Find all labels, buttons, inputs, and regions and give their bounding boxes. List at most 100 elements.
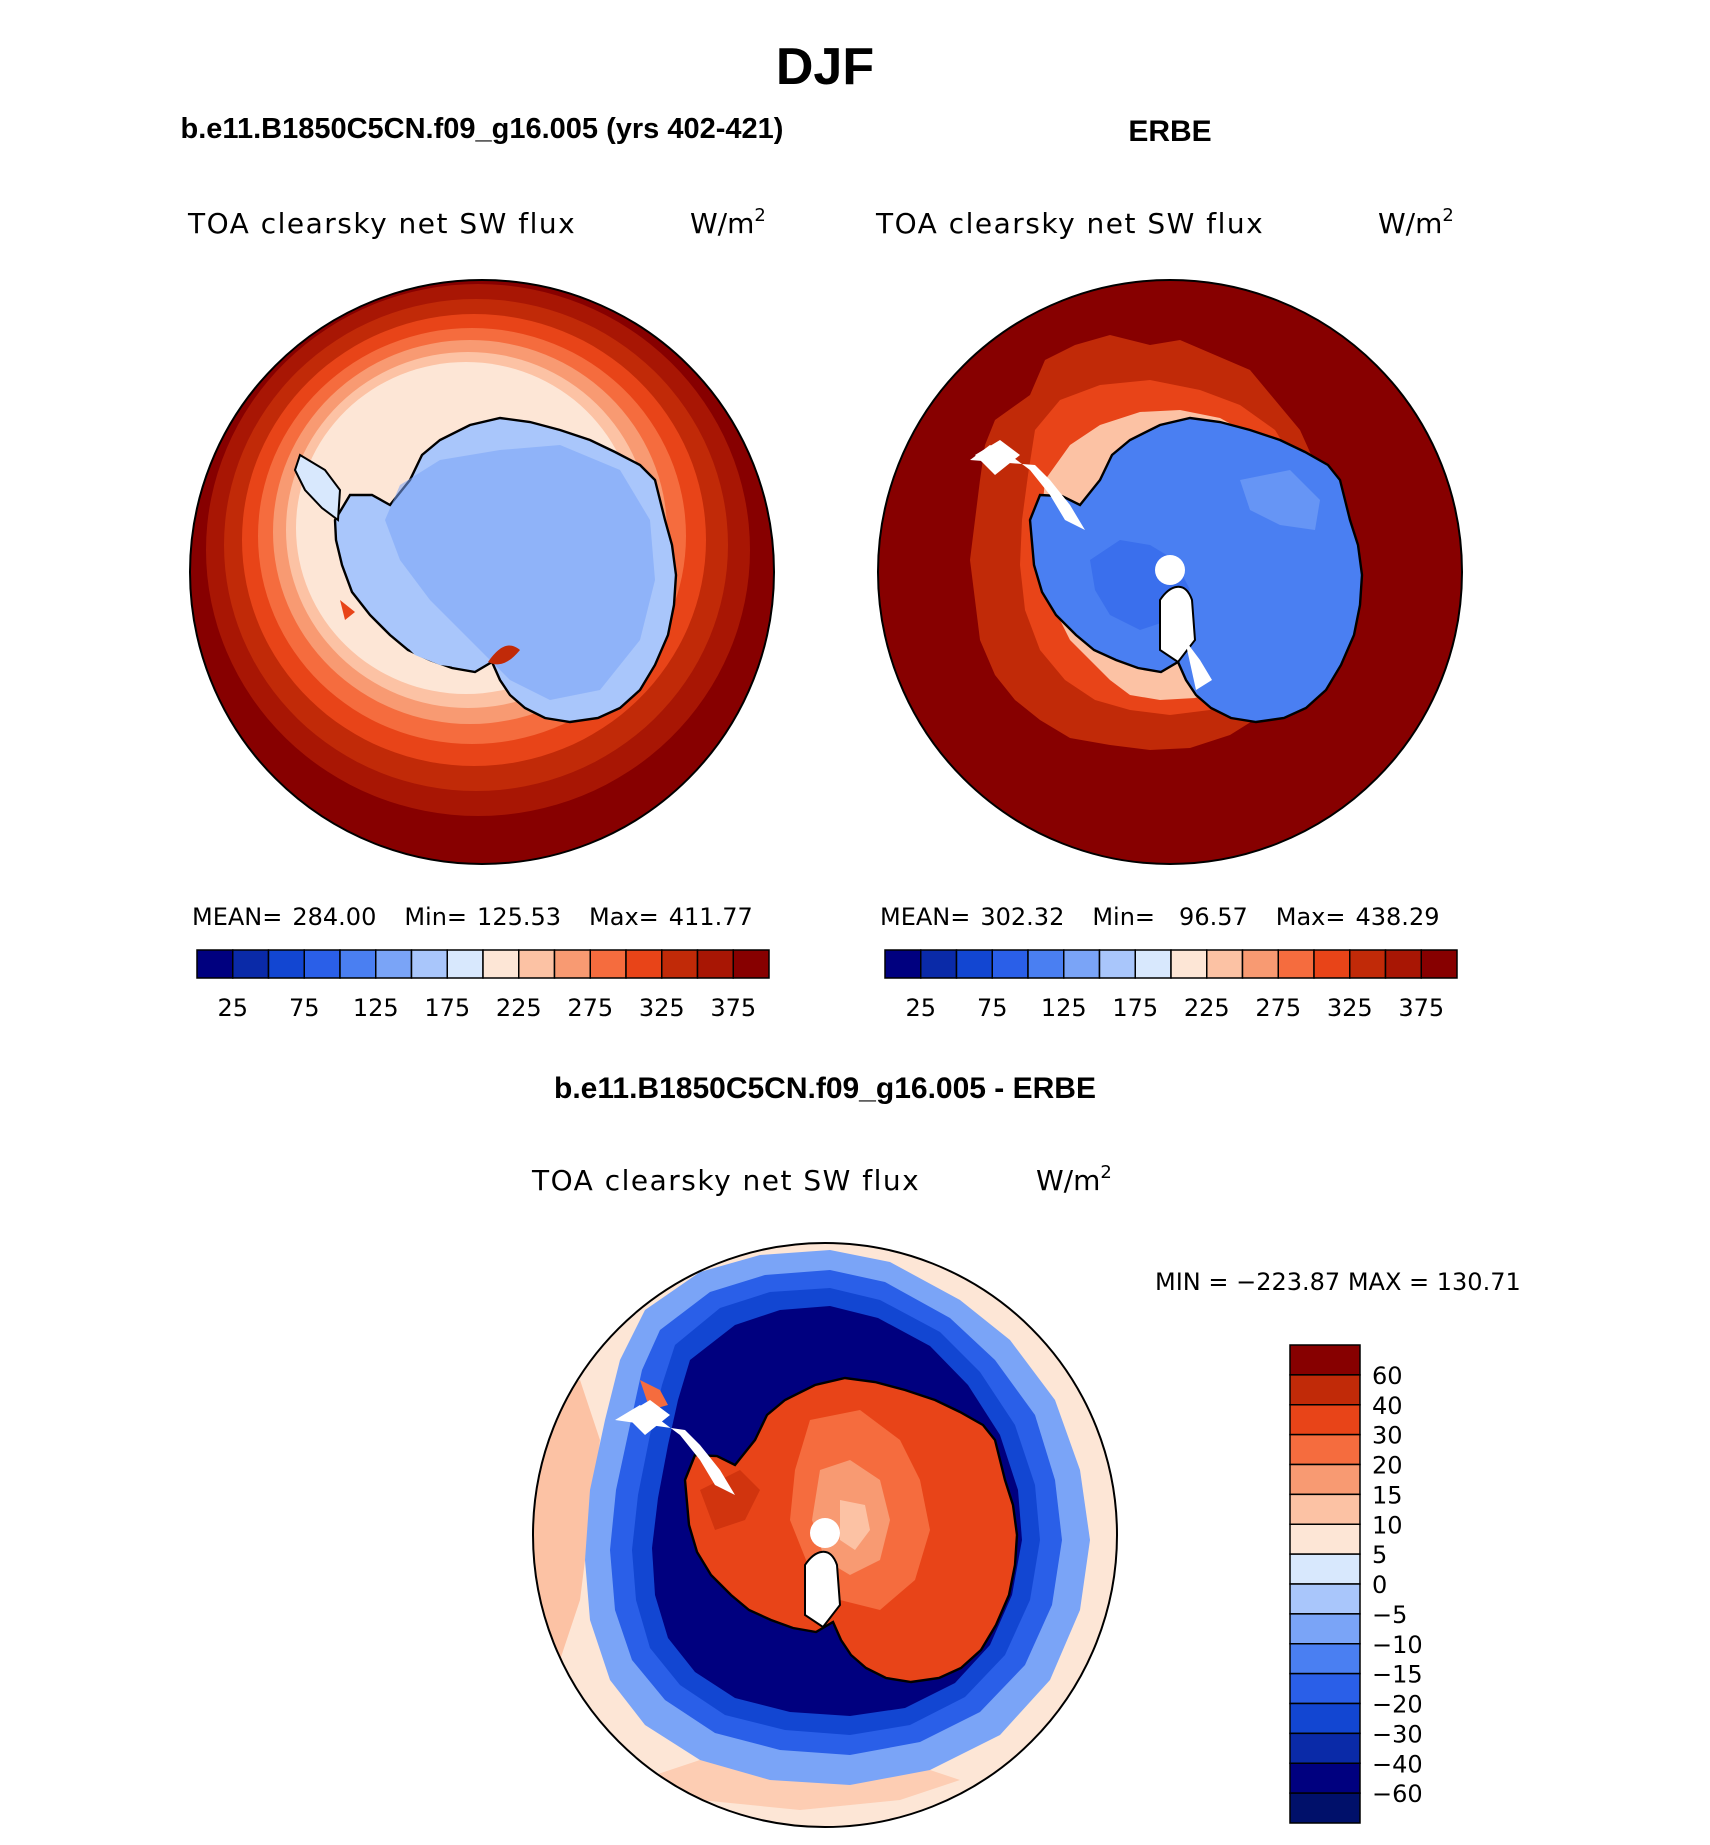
panel-model-colorbar-tick-label: 325	[639, 994, 685, 1022]
panel-obs-colorbar-swatch	[1134, 949, 1172, 979]
panel-obs-colorbar: 25 75 125 175 225 275 325 375	[884, 949, 1458, 1022]
panel-diff-colorbar-swatch	[1289, 1433, 1361, 1466]
panel-model-colorbar-swatch	[446, 949, 484, 979]
panel-obs-colorbar-swatch	[1027, 949, 1065, 979]
panel-model-colorbar-swatch	[339, 949, 377, 979]
panel-diff-colorbar-swatch	[1289, 1762, 1361, 1794]
panel-model-colorbar-swatch	[196, 949, 234, 979]
panel-obs: ERBE TOA clearsky net SW flux W/m2 MEAN=…	[875, 115, 1463, 1022]
panel-diff-colorbar-tick-label: −15	[1372, 1661, 1423, 1689]
panel-diff-colorbar-swatch	[1289, 1583, 1361, 1615]
panel-diff-colorbar-tick-label: −30	[1372, 1720, 1423, 1748]
panel-diff-colorbar-swatch	[1289, 1792, 1361, 1824]
panel-diff-title: b.e11.B1850C5CN.f09_g16.005 - ERBE	[554, 1072, 1096, 1105]
panel-diff-colorbar-swatch	[1289, 1643, 1361, 1675]
panel-obs-colorbar-swatch	[991, 949, 1029, 979]
panel-model-colorbar-swatch	[625, 949, 663, 979]
panel-diff-map-border	[532, 1242, 1118, 1828]
panel-diff-colorbar-swatch	[1289, 1463, 1361, 1496]
panel-diff-colorbar-tick-label: 5	[1372, 1541, 1387, 1569]
panel-model-colorbar-swatch	[696, 949, 734, 979]
panel-obs-map-border	[877, 279, 1463, 865]
panel-diff-variable: TOA clearsky net SW flux	[531, 1164, 920, 1197]
panel-model-variable: TOA clearsky net SW flux	[187, 207, 576, 240]
panel-diff-colorbar-tick-label: 40	[1372, 1392, 1403, 1420]
panel-obs-colorbar-swatch	[1349, 949, 1387, 979]
panel-model: b.e11.B1850C5CN.f09_g16.005 (yrs 402-421…	[181, 113, 784, 1022]
panel-diff-colorbar-swatch	[1289, 1493, 1361, 1525]
panel-model-stats: MEAN= 284.00 Min= 125.53 Max= 411.77	[192, 903, 753, 931]
panel-model-colorbar-tick-label: 25	[217, 994, 248, 1022]
panel-model-colorbar-swatch	[518, 949, 556, 979]
panel-model-colorbar-swatch	[410, 949, 448, 979]
season-title: DJF	[776, 38, 874, 96]
panel-obs-colorbar-tick-label: 125	[1041, 994, 1087, 1022]
panel-obs-colorbar-tick-label: 375	[1398, 994, 1444, 1022]
panel-diff-colorbar-swatch	[1289, 1523, 1361, 1555]
panel-obs-colorbar-swatch	[1098, 949, 1136, 979]
panel-model-colorbar: 25 75 125 175 225 275 325 375	[196, 949, 770, 1022]
panel-model-map-border	[189, 279, 775, 865]
panel-obs-title: ERBE	[1128, 115, 1211, 148]
panel-obs-colorbar-tick-label: 225	[1184, 994, 1230, 1022]
panel-obs-colorbar-tick-label: 25	[905, 994, 936, 1022]
panel-obs-colorbar-tick-label: 275	[1255, 994, 1301, 1022]
panel-model-colorbar-swatch	[303, 949, 341, 979]
panel-diff-colorbar-swatch	[1289, 1553, 1361, 1585]
panel-model-colorbar-swatch	[661, 949, 699, 979]
panel-model-colorbar-tick-label: 175	[424, 994, 470, 1022]
panel-model-colorbar-tick-label: 375	[710, 994, 756, 1022]
panel-diff-map	[533, 1243, 1117, 1827]
panel-model-title: b.e11.B1850C5CN.f09_g16.005 (yrs 402-421…	[181, 113, 784, 145]
panel-diff-colorbar-tick-label: 0	[1372, 1571, 1387, 1599]
panel-diff-units: W/m2	[1036, 1162, 1112, 1197]
panel-diff: b.e11.B1850C5CN.f09_g16.005 - ERBE TOA c…	[531, 1072, 1521, 1828]
panel-obs-colorbar-tick-label: 325	[1327, 994, 1373, 1022]
panel-obs-colorbar-swatch	[920, 949, 958, 979]
panel-diff-colorbar-tick-label: −20	[1372, 1691, 1423, 1719]
panel-diff-colorbar-swatch	[1289, 1613, 1361, 1645]
panel-model-colorbar-swatch	[589, 949, 627, 979]
panel-model-map	[190, 280, 774, 864]
panel-diff-colorbar-swatch	[1289, 1344, 1361, 1376]
panel-diff-colorbar-tick-label: 15	[1372, 1481, 1403, 1509]
panel-diff-colorbar-swatch	[1289, 1732, 1361, 1764]
panel-obs-map	[878, 280, 1462, 864]
panel-model-colorbar-tick-label: 125	[353, 994, 399, 1022]
panel-obs-colorbar-swatch	[1241, 949, 1279, 979]
panel-diff-colorbar-swatch	[1289, 1702, 1361, 1735]
panel-diff-colorbar-tick-label: 10	[1372, 1511, 1403, 1539]
panel-model-colorbar-tick-label: 225	[496, 994, 542, 1022]
panel-diff-colorbar-tick-label: 60	[1372, 1362, 1403, 1390]
panel-obs-colorbar-swatch	[1420, 949, 1458, 979]
panel-obs-colorbar-tick-label: 75	[977, 994, 1008, 1022]
panel-obs-colorbar-swatch	[1313, 949, 1351, 979]
panel-model-colorbar-swatch	[267, 949, 305, 979]
panel-diff-colorbar-tick-label: 20	[1372, 1452, 1403, 1480]
panel-diff-colorbar-tick-label: −5	[1372, 1601, 1407, 1629]
panel-obs-colorbar-tick-label: 175	[1112, 994, 1158, 1022]
panel-model-colorbar-swatch	[732, 949, 770, 979]
panel-model-colorbar-tick-label: 275	[567, 994, 613, 1022]
panel-obs-colorbar-swatch	[1170, 949, 1208, 979]
panel-model-colorbar-swatch	[553, 949, 591, 979]
panel-diff-minmax: MIN = −223.87 MAX = 130.71	[1155, 1268, 1521, 1296]
panel-model-colorbar-swatch	[482, 949, 520, 979]
panel-diff-colorbar-tick-label: −10	[1372, 1631, 1423, 1659]
panel-obs-colorbar-swatch	[1384, 949, 1422, 979]
panel-diff-colorbar-swatch	[1289, 1374, 1361, 1406]
panel-model-colorbar-swatch	[375, 949, 413, 979]
panel-obs-units: W/m2	[1378, 205, 1454, 240]
panel-obs-stats: MEAN= 302.32 Min= 96.57 Max= 438.29	[880, 903, 1439, 931]
panel-diff-colorbar-tick-label: −40	[1372, 1750, 1423, 1778]
panel-obs-variable: TOA clearsky net SW flux	[875, 207, 1264, 240]
panel-obs-colorbar-swatch	[1206, 949, 1244, 979]
panel-obs-colorbar-swatch	[1277, 949, 1315, 979]
panel-diff-colorbar-swatch	[1289, 1404, 1361, 1436]
panel-obs-colorbar-swatch	[884, 949, 922, 979]
panel-obs-colorbar-swatch	[955, 949, 993, 979]
panel-model-colorbar-swatch	[232, 949, 270, 979]
panel-diff-colorbar-tick-label: −60	[1372, 1780, 1423, 1808]
